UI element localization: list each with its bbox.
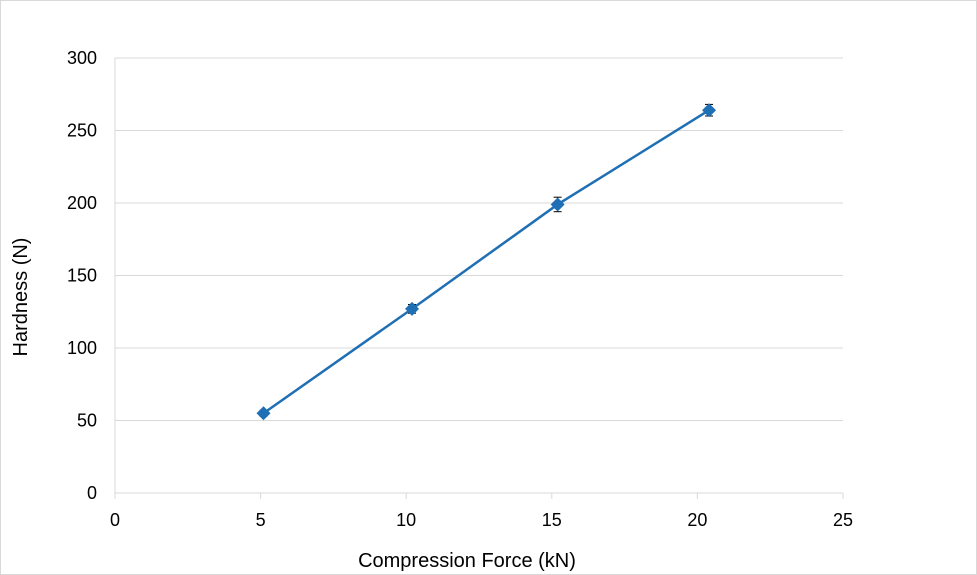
y-tick-label-50: 50 [77, 411, 97, 431]
data-point-1 [405, 301, 420, 316]
data-point-2 [550, 197, 565, 212]
x-tick-label-0: 0 [110, 510, 120, 530]
gridlines [115, 57, 843, 421]
data-point-3 [702, 103, 717, 118]
y-tick-label-0: 0 [87, 483, 97, 503]
x-tick-label-25: 25 [833, 510, 853, 530]
x-tick-labels: 0 5 10 15 20 25 [110, 510, 853, 530]
series-group [256, 103, 717, 421]
y-tick-label-300: 300 [67, 48, 97, 68]
data-point-0 [256, 406, 271, 421]
y-tick-label-200: 200 [67, 193, 97, 213]
y-tick-label-150: 150 [67, 266, 97, 286]
x-tick-label-10: 10 [396, 510, 416, 530]
y-tick-label-100: 100 [67, 338, 97, 358]
series-line [262, 109, 710, 415]
y-axis-title: Hardness (N) [10, 238, 32, 357]
x-tick-label-5: 5 [256, 510, 266, 530]
axes [114, 58, 844, 499]
x-tick-label-15: 15 [542, 510, 562, 530]
x-axis-title: Compression Force (kN) [358, 550, 576, 572]
y-tick-label-250: 250 [67, 121, 97, 141]
y-tick-labels: 0 50 100 150 200 250 300 [67, 48, 97, 503]
x-tick-label-20: 20 [687, 510, 707, 530]
